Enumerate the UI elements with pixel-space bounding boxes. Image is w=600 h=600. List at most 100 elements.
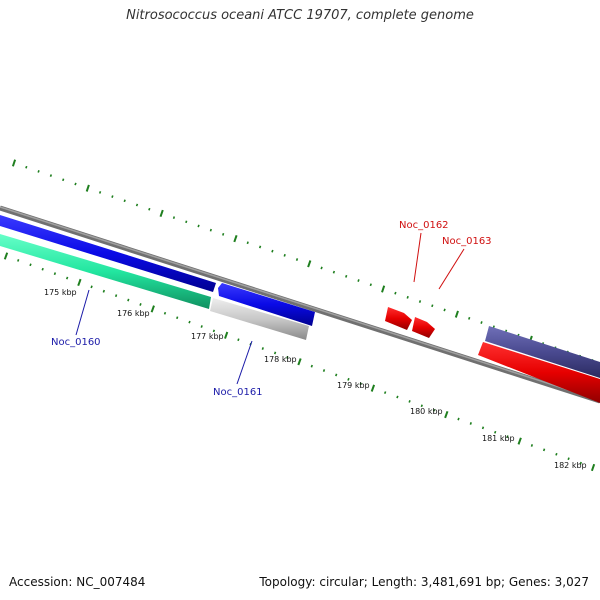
upper-scale-tick: [172, 216, 176, 219]
leader-noc0161: [236, 340, 253, 385]
upper-scale-tick: [148, 207, 151, 211]
lower-scale-tick: [29, 263, 32, 267]
leader-noc0162: [413, 232, 422, 283]
upper-scale-tick: [369, 283, 372, 287]
upper-scale-tick: [418, 300, 422, 303]
upper-scale-tick: [454, 310, 459, 318]
upper-scale-tick: [357, 279, 360, 282]
upper-scale-tick: [283, 253, 286, 257]
lower-scale-tick: [494, 430, 497, 434]
scale-label-176: 176 kbp: [117, 309, 150, 318]
feature-blue-2[interactable]: [218, 283, 315, 326]
lower-scale-tick: [41, 267, 44, 271]
lower-scale-tick: [17, 259, 20, 262]
feature-blue-1[interactable]: [0, 215, 216, 292]
lower-scale-tick: [335, 373, 338, 377]
upper-scale-tick: [135, 203, 139, 207]
upper-scale-tick: [246, 241, 249, 245]
upper-scale-tick: [381, 285, 386, 293]
genome-backbone-highlight: [0, 206, 600, 401]
upper-scale-tick: [197, 224, 200, 228]
lower-scale-tick: [77, 278, 82, 287]
lower-scale-tick: [65, 276, 69, 280]
lower-scale-tick: [102, 289, 106, 293]
gene-label-noc0160: Noc_0160: [51, 337, 101, 348]
upper-scale-tick: [11, 159, 17, 167]
upper-scale-tick: [443, 308, 446, 312]
lower-scale-tick: [53, 272, 57, 276]
upper-scale-tick: [468, 316, 471, 320]
lower-scale-tick: [90, 285, 93, 289]
accession-text: Accession: NC_007484: [9, 575, 146, 589]
lower-scale-tick: [359, 382, 362, 386]
lower-scale-tick: [457, 417, 460, 421]
lower-scale-tick: [139, 303, 142, 306]
upper-scale-tick: [209, 228, 212, 232]
upper-scale-tick: [85, 184, 90, 192]
lower-scale-tick: [322, 369, 326, 372]
upper-scale-tick: [320, 266, 323, 270]
scale-label-175: 175 kbp: [44, 288, 77, 297]
lower-scale-tick: [396, 395, 399, 399]
lower-scale-tick: [3, 252, 9, 260]
lower-scale-tick: [176, 316, 179, 320]
lower-scale-tick: [188, 320, 191, 324]
upper-scale-tick: [394, 291, 397, 295]
lower-scale-tick: [432, 408, 436, 412]
map-title: Nitrosococcus oceani ATCC 19707, complet…: [126, 8, 474, 23]
feature-noc0160[interactable]: [0, 234, 211, 309]
upper-scale-tick: [233, 234, 238, 243]
lower-scale-tick: [297, 358, 302, 366]
lower-scale-tick: [127, 298, 130, 302]
lower-scale-tick: [517, 437, 522, 445]
scale-label-182: 182 kbp: [554, 461, 587, 470]
upper-scale-tick: [98, 191, 102, 194]
gene-label-noc0163: Noc_0163: [442, 236, 492, 247]
feature-noc0162[interactable]: [385, 307, 412, 330]
scale-label-181: 181 kbp: [482, 434, 515, 443]
scale-label-178: 178 kbp: [264, 355, 297, 364]
genome-backbone: [0, 205, 600, 404]
lower-scale-tick: [114, 294, 118, 298]
lower-scale-tick: [408, 400, 411, 403]
upper-scale-tick: [25, 165, 28, 169]
leader-noc0163: [438, 248, 465, 290]
lower-scale-tick: [579, 461, 582, 465]
lower-scale-tick: [469, 422, 472, 425]
lower-scale-tick: [590, 463, 596, 472]
scale-label-177: 177 kbp: [191, 332, 224, 341]
upper-scale-tick: [345, 274, 348, 278]
upper-scale-tick: [37, 170, 40, 173]
feature-noc0161[interactable]: [210, 298, 309, 340]
lower-scale-tick: [310, 364, 313, 368]
lower-scale-tick: [237, 338, 240, 342]
lower-scale-tick: [542, 448, 546, 452]
lower-scale-tick: [506, 435, 509, 439]
upper-scale-tick: [307, 260, 312, 268]
lower-scale-tick: [481, 426, 485, 430]
lower-scale-tick: [261, 347, 264, 350]
lower-scale-tick: [224, 331, 229, 339]
lower-scale-tick: [420, 404, 423, 408]
lower-scale-tick: [444, 410, 449, 419]
lower-scale-tick: [150, 305, 155, 313]
feature-noc0163[interactable]: [412, 317, 435, 338]
upper-scale-tick: [431, 304, 434, 308]
upper-scale-tick: [74, 182, 77, 186]
upper-scale-tick: [159, 209, 164, 218]
upper-scale-tick: [111, 195, 114, 198]
lower-scale-tick: [567, 457, 570, 461]
lower-scale-tick: [286, 355, 289, 359]
scale-label-179: 179 kbp: [337, 381, 370, 390]
topology-text: Topology: circular; Length: 3,481,691 bp…: [259, 575, 589, 589]
lower-scale-tick: [163, 311, 167, 315]
gene-label-noc0161: Noc_0161: [213, 387, 263, 398]
upper-scale-tick: [295, 258, 299, 261]
upper-scale-tick: [258, 245, 262, 249]
feature-purple[interactable]: [485, 326, 600, 378]
scale-label-180: 180 kbp: [410, 407, 443, 416]
feature-red-reverse[interactable]: [478, 342, 600, 403]
lower-scale-tick: [347, 377, 350, 381]
lower-scale-tick: [530, 444, 534, 447]
